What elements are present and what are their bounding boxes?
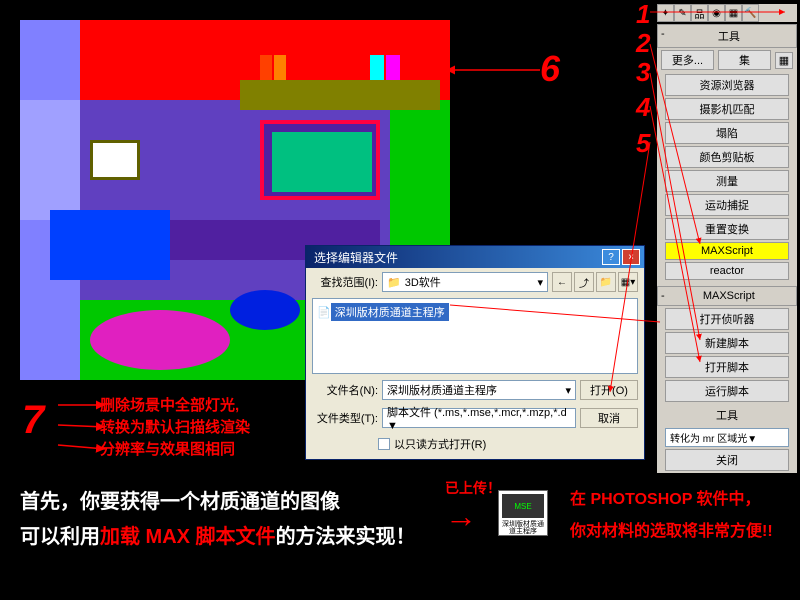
lookin-label: 查找范围(I): [312, 274, 378, 290]
back-icon[interactable]: ← [552, 272, 572, 292]
note-line-1: 删除场景中全部灯光, [100, 397, 239, 414]
callout-3: 3 [636, 57, 650, 88]
instr-line1: 首先，你要获得一个材质通道的图像 [20, 491, 340, 513]
ps-b: PHOTOSHOP [590, 491, 692, 508]
render-table-pink [90, 310, 230, 370]
callout-7: 7 [22, 398, 44, 443]
sets-button[interactable]: 集 [718, 50, 771, 70]
photoshop-note: 在 PHOTOSHOP 软件中， 你对材料的选取将非常方便!! [570, 485, 773, 549]
asset-browser-button[interactable]: 资源浏览器 [665, 74, 789, 96]
tab-display-icon[interactable]: ▦ [725, 4, 742, 22]
dialog-titlebar: 选择编辑器文件 ? × [306, 246, 644, 268]
render-tv-screen [272, 132, 372, 192]
render-table-blue [230, 290, 300, 330]
render-tv [260, 120, 380, 200]
note-line-2: 转换为默认扫描线渲染 [100, 419, 250, 436]
new-script-button[interactable]: 新建脚本 [665, 332, 789, 354]
cancel-button[interactable]: 取消 [580, 408, 638, 428]
thumb-icon: MSE [502, 494, 544, 518]
filetype-label: 文件类型(T): [312, 410, 378, 426]
new-folder-icon[interactable]: 📁 [596, 272, 616, 292]
ps-a: 在 [570, 491, 590, 508]
utility-dropdown[interactable]: 转化为 mr 区域光▼ [665, 428, 789, 447]
render-sofa-left [50, 210, 170, 280]
ps-d: 你对材料的选取将非常方便 [570, 523, 762, 540]
tools-subsection-label: 工具 [657, 404, 797, 426]
render-book [274, 55, 286, 80]
instr-l2c: 的方法来实现！ [276, 526, 416, 548]
command-panel-tabs: ✦ ✎ 品 ◉ ▦ 🔨 [657, 4, 797, 22]
help-button[interactable]: ? [602, 249, 620, 265]
tab-hierarchy-icon[interactable]: 品 [691, 4, 708, 22]
big-arrow-icon: → [445, 498, 477, 535]
view-menu-icon[interactable]: ▦▾ [618, 272, 638, 292]
ps-e: !! [762, 523, 773, 540]
open-listener-button[interactable]: 打开侦听器 [665, 308, 789, 330]
callout-1: 1 [636, 0, 650, 30]
reset-xform-button[interactable]: 重置变换 [665, 218, 789, 240]
render-window [90, 140, 140, 180]
up-folder-icon[interactable]: ⤴ [574, 272, 594, 292]
render-shelf [240, 80, 440, 110]
note-line-3: 分辨率与效果图相同 [100, 441, 235, 458]
config-sets-icon[interactable]: ▦ [775, 52, 793, 69]
run-script-button[interactable]: 运行脚本 [665, 380, 789, 402]
render-book [370, 55, 384, 80]
tab-create-icon[interactable]: ✦ [657, 4, 674, 22]
collapse-button[interactable]: 塌陷 [665, 122, 789, 144]
script-file-thumbnail: MSE 深圳版材质通道主程序 [498, 490, 548, 536]
file-open-dialog: 选择编辑器文件 ? × 查找范围(I): 3D软件▾ ← ⤴ 📁 ▦▾ 📄深圳版… [305, 245, 645, 460]
filename-input[interactable]: 深圳版材质通道主程序▾ [382, 380, 576, 400]
file-item-selected[interactable]: 深圳版材质通道主程序 [331, 303, 449, 321]
instr-l2b: 加载 MAX 脚本文件 [100, 526, 276, 548]
tab-motion-icon[interactable]: ◉ [708, 4, 725, 22]
tab-utilities-icon[interactable]: 🔨 [742, 4, 759, 22]
callout-4: 4 [636, 92, 650, 123]
callout-6: 6 [540, 48, 560, 90]
utilities-panel: -工具 更多... 集 ▦ 资源浏览器 摄影机匹配 塌陷 颜色剪贴板 测量 运动… [657, 24, 797, 473]
maxscript-rollout-title[interactable]: -MAXScript [657, 286, 797, 306]
measure-button[interactable]: 测量 [665, 170, 789, 192]
render-book [386, 55, 400, 80]
file-list[interactable]: 📄深圳版材质通道主程序 [312, 298, 638, 374]
callout-2: 2 [636, 28, 650, 59]
close-utility-button[interactable]: 关闭 [665, 449, 789, 471]
filename-label: 文件名(N): [312, 382, 378, 398]
readonly-checkbox[interactable] [378, 438, 390, 450]
open-script-button[interactable]: 打开脚本 [665, 356, 789, 378]
lookin-dropdown[interactable]: 3D软件▾ [382, 272, 548, 292]
instr-l2a: 可以利用 [20, 526, 100, 548]
utilities-rollout-title[interactable]: -工具 [657, 24, 797, 48]
tab-modify-icon[interactable]: ✎ [674, 4, 691, 22]
step7-notes: 删除场景中全部灯光, 转换为默认扫描线渲染 分辨率与效果图相同 [60, 395, 250, 461]
ps-c: 软件中， [692, 491, 760, 508]
color-clipboard-button[interactable]: 颜色剪贴板 [665, 146, 789, 168]
dialog-title: 选择编辑器文件 [310, 249, 600, 266]
reactor-button[interactable]: reactor [665, 262, 789, 280]
render-wall-left-upper [20, 100, 80, 220]
motion-capture-button[interactable]: 运动捕捉 [665, 194, 789, 216]
render-book [260, 55, 272, 80]
callout-5: 5 [636, 128, 650, 159]
maxscript-button[interactable]: MAXScript [665, 242, 789, 260]
readonly-label: 以只读方式打开(R) [394, 436, 486, 452]
uploaded-label: 已上传！ [445, 478, 501, 498]
more-button[interactable]: 更多... [661, 50, 714, 70]
close-button[interactable]: × [622, 249, 640, 265]
open-button[interactable]: 打开(O) [580, 380, 638, 400]
camera-match-button[interactable]: 摄影机匹配 [665, 98, 789, 120]
thumb-label: 深圳版材质通道主程序 [499, 521, 547, 535]
filetype-dropdown[interactable]: 脚本文件 (*.ms,*.mse,*.mcr,*.mzp,*.d ▼ [382, 408, 576, 428]
